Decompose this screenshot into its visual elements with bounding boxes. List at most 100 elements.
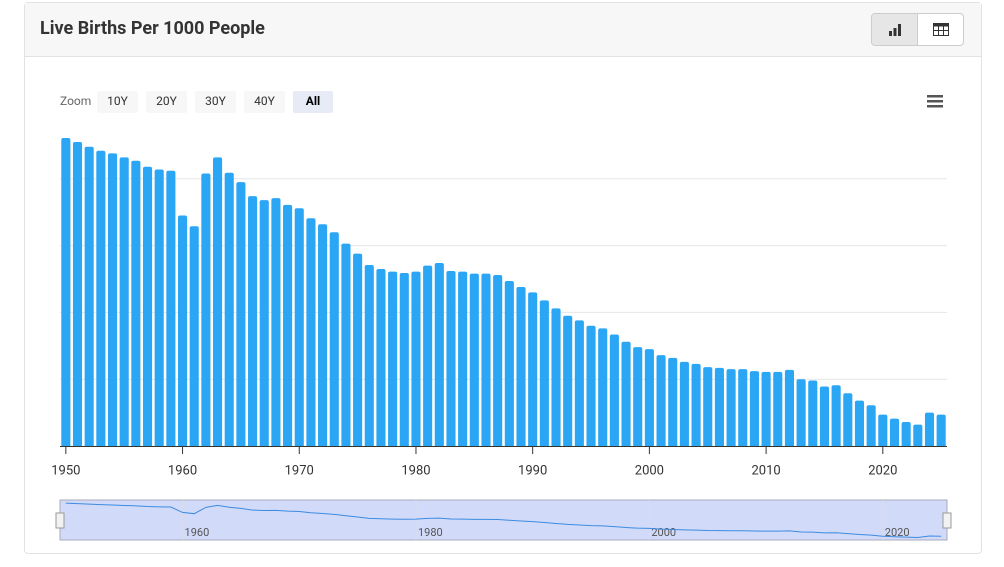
export-menu[interactable] [927,95,943,108]
bar [621,341,631,446]
navigator-handle[interactable] [55,512,65,529]
zoom-button-label: All [306,94,320,108]
bar [131,160,141,446]
card-header: Live Births Per 1000 People [25,3,981,57]
bar [796,379,806,446]
bar [644,349,654,446]
x-tick-label: 1960 [168,463,197,478]
bar [691,363,701,446]
bar [819,386,830,446]
bar [411,271,421,446]
bar [446,270,456,446]
bar [866,405,876,446]
bar [516,287,526,446]
bar [283,204,293,446]
navigator-handle[interactable] [942,512,952,529]
bar [318,224,328,446]
bar [563,315,573,446]
bar [656,355,666,446]
bar [738,369,748,446]
bar [773,371,783,446]
bar [189,226,199,446]
zoom-button[interactable] [293,91,333,113]
x-tick-label: 2010 [751,463,780,478]
x-tick-label: 1970 [285,463,314,478]
bar [493,274,503,446]
bar [633,347,643,446]
bar [528,292,538,446]
bar [458,271,468,446]
bar [96,150,106,446]
zoom-button[interactable] [195,91,236,113]
bar [609,334,619,446]
bar [913,424,923,446]
bar [271,198,281,446]
bar [878,414,888,446]
bar [749,371,759,446]
bar [469,273,479,446]
zoom-button[interactable] [97,91,138,113]
navigator-line [65,502,942,538]
bar [201,173,211,446]
bar [224,172,234,446]
bar [831,385,841,446]
zoom-label: Zoom [60,94,91,108]
navigator-label: 2020 [885,526,910,539]
bar [84,146,94,446]
bar [72,142,83,446]
zoom-button[interactable] [146,91,187,113]
bar [714,367,724,446]
bar [119,157,129,446]
bar [388,271,398,446]
bar [843,393,853,446]
bar [423,265,433,446]
x-tick-label: 2020 [868,463,897,478]
bar [551,308,561,446]
bar [784,369,794,446]
bar [726,369,736,446]
bar [761,371,771,446]
navigator-label: 2000 [651,526,676,539]
bar [399,272,409,446]
bar [236,182,246,446]
bar [539,300,549,446]
bar [504,281,514,446]
view-toggle [871,13,964,46]
x-tick-label: 2000 [635,463,664,478]
bar [166,170,176,446]
zoom-button-label: 20Y [156,94,177,108]
bar [924,412,935,446]
bar [586,325,596,446]
bar [376,268,386,446]
bar [598,328,608,446]
bar [248,196,258,446]
bar [213,157,223,446]
navigator-label: 1960 [185,526,210,539]
chart-title: Live Births Per 1000 People [40,18,265,39]
bar [142,166,153,446]
bar [306,218,316,446]
bar [107,153,118,446]
x-tick-label: 1980 [401,463,430,478]
bar [936,414,946,446]
bar [177,215,188,446]
bar [901,421,911,446]
bar [481,273,491,446]
bar [679,361,689,446]
zoom-button[interactable] [244,91,285,113]
bar [808,380,818,446]
bar [574,320,584,446]
x-tick-label: 1950 [51,463,80,478]
table-view-button[interactable] [918,14,963,45]
chart-card: Live Births Per 1000 People [24,2,982,554]
bar [703,367,713,446]
bar [353,253,363,446]
bar [154,169,164,446]
bar [61,138,71,446]
chart-view-button[interactable] [872,14,918,45]
x-tick-label: 1990 [518,463,547,478]
zoom-button-label: 10Y [107,94,128,108]
zoom-button-label: 30Y [205,94,226,108]
